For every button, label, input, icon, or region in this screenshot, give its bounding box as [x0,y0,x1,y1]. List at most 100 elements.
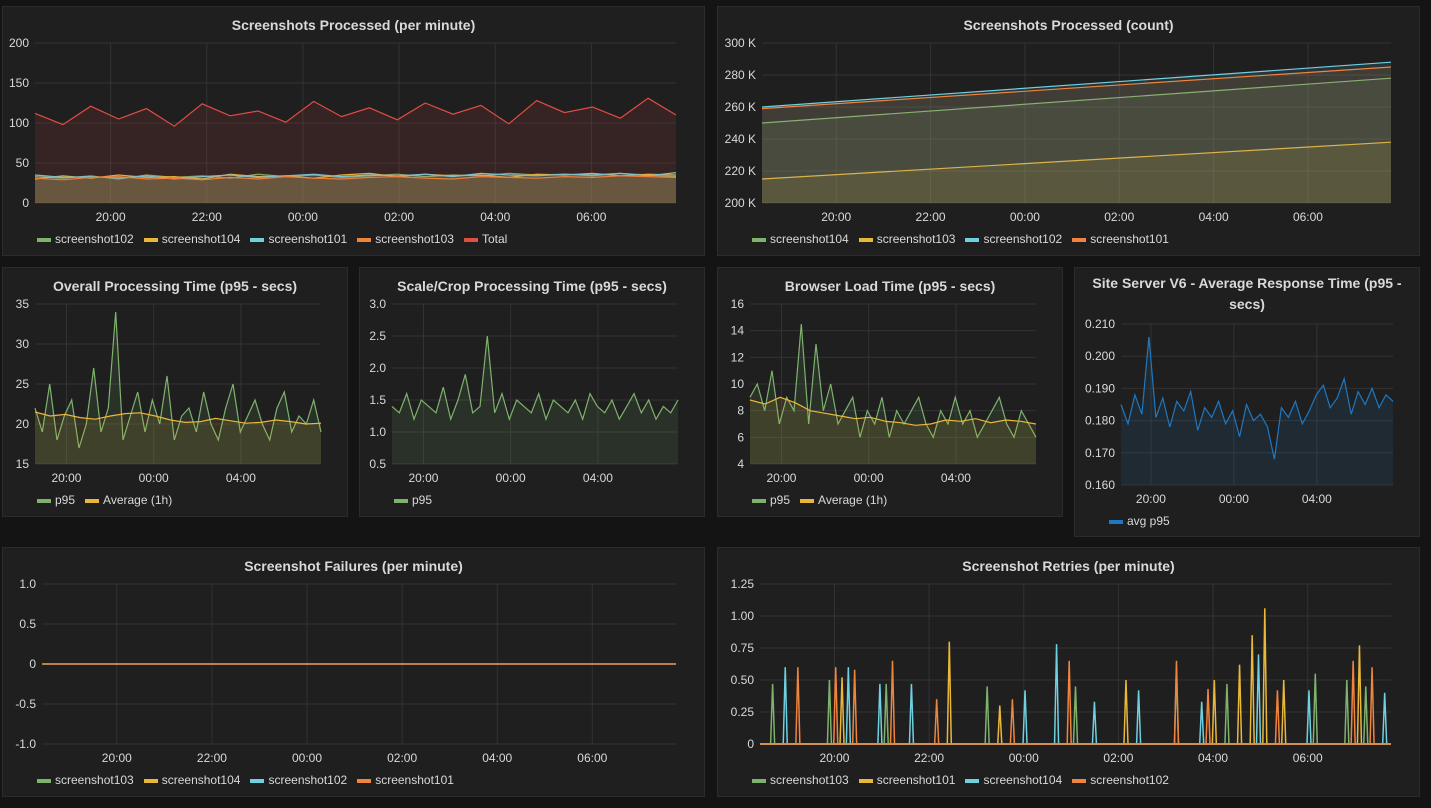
legend-item[interactable]: p95 [37,493,75,507]
legend-item[interactable]: Average (1h) [800,493,887,507]
y-tick-label: 300 K [725,36,756,50]
panel-title[interactable]: Overall Processing Time (p95 - secs) [52,278,298,294]
legend-item[interactable]: screenshot101 [858,773,955,787]
legend-swatch [858,778,873,783]
panel-processed-per-minute[interactable]: Screenshots Processed (per minute) 200 15… [2,6,705,256]
series-screenshot101-spike [839,677,845,745]
series-screenshot104-spike [1053,644,1060,745]
legend-item[interactable]: screenshot101 [250,232,347,246]
chart-legend: p95 [394,492,442,507]
series-screenshot103-spike [826,679,833,745]
series-screenshot101-spike [1262,608,1268,745]
x-tick-label: 22:00 [197,751,227,765]
legend-swatch [357,237,372,242]
panel-site-server-response-time[interactable]: Site Server V6 - Average Response Time (… [1074,267,1420,537]
series-screenshot104-spike [1306,690,1312,745]
legend-item[interactable]: screenshot103 [858,232,955,246]
legend-item[interactable]: screenshot101 [357,773,454,787]
x-tick-label: 02:00 [1104,210,1134,224]
y-tick-label: 0.200 [1085,349,1115,363]
series-screenshot101-spike [1249,635,1255,745]
legend-item[interactable]: screenshot102 [250,773,347,787]
panel-retries-per-minute[interactable]: Screenshot Retries (per minute) 1.25 1.00… [717,547,1420,797]
legend-item[interactable]: p95 [752,493,790,507]
y-tick-label: 14 [731,324,745,338]
panel-processed-count[interactable]: Screenshots Processed (count) 300 K 280 K… [717,6,1420,256]
y-tick-label: 10 [731,377,745,391]
chart-legend: avg p95 [1109,513,1180,528]
panel-title[interactable]: Screenshot Retries (per minute) [962,558,1175,574]
y-tick-label: 25 [16,377,30,391]
series-avg-p95-line [1120,336,1394,460]
chart-failures-per-minute: 1.0 0.5 0 -0.5 -1.0 20:00 22:00 00:00 02:00 04:00… [15,577,676,765]
legend-item[interactable]: screenshot104 [965,773,1062,787]
x-tick-label: 06:00 [1293,751,1323,765]
x-tick-label: 02:00 [387,751,417,765]
legend-item[interactable]: screenshot101 [1072,232,1169,246]
panel-title[interactable]: Site Server V6 - Average Response Time (… [1092,275,1402,312]
series-screenshot102-spike [1369,667,1375,745]
series-screenshot102-spike [795,667,801,745]
series-screenshot103-spike [1363,686,1369,745]
legend-item[interactable]: screenshot103 [752,773,849,787]
panel-failures-per-minute[interactable]: Screenshot Failures (per minute) 1.0 0.5 0… [2,547,705,797]
x-tick-label: 04:00 [1199,210,1229,224]
panel-title[interactable]: Browser Load Time (p95 - secs) [784,278,996,294]
legend-label: screenshot104 [983,772,1063,787]
y-tick-label: 220 K [725,164,756,178]
y-tick-label: 0.50 [731,673,755,687]
series-screenshot101-spike [1356,645,1363,745]
panel-overall-processing-time[interactable]: Overall Processing Time (p95 - secs) 35 3… [2,267,348,517]
y-tick-label: 0.5 [369,457,386,471]
x-tick-label: 02:00 [1103,751,1133,765]
y-tick-label: 15 [16,457,30,471]
series-average-1h--area [750,397,1036,464]
y-tick-label: 2.0 [369,361,386,375]
series-screenshot104-line [761,77,1392,124]
series-screenshot104-area [35,173,676,203]
legend-label: Total [481,231,508,246]
panel-browser-load-time[interactable]: Browser Load Time (p95 - secs) 16 14 12 10 8… [717,267,1063,517]
legend-swatch [858,237,873,242]
panel-title[interactable]: Screenshots Processed (count) [963,17,1174,33]
panel-title[interactable]: Scale/Crop Processing Time (p95 - secs) [397,278,667,294]
legend-item[interactable]: Total [463,231,508,246]
x-tick-label: 00:00 [292,751,322,765]
legend-item[interactable]: screenshot102 [965,232,1062,246]
series-screenshot102-area [762,62,1391,204]
x-tick-label: 00:00 [854,471,884,485]
legend-item[interactable]: screenshot102 [37,232,134,246]
series-screenshot103-spike [1344,679,1350,745]
series-screenshot104-spike [1091,701,1098,745]
series-screenshot101-area [762,67,1391,203]
y-tick-label: 0.75 [731,641,755,655]
chart-processed-per-minute: 200 150 100 50 0 20:00 22:00 00:00 02:00 04:00 06:… [9,36,677,224]
legend-item[interactable]: p95 [394,493,432,507]
legend-label: Average (1h) [103,492,173,507]
y-tick-label: 0 [29,657,36,671]
legend-label: screenshot101 [1090,231,1169,246]
x-tick-label: 04:00 [226,471,256,485]
x-tick-label: 06:00 [577,751,607,765]
chart-site-server-response-time: 0.210 0.200 0.190 0.180 0.170 0.160 20:00 00:00… [1085,317,1394,506]
legend-item[interactable]: screenshot104 [143,773,240,787]
legend-item[interactable]: Average (1h) [85,493,172,507]
y-tick-label: 200 K [725,196,756,210]
legend-swatch [250,237,265,242]
series-screenshot102-spike [1009,699,1016,745]
legend-item[interactable]: screenshot103 [357,232,454,246]
chart-browser-load-time: 16 14 12 10 8 6 4 20:00 00:00 04:00 [731,297,1037,485]
x-tick-label: 00:00 [496,471,526,485]
panel-scale-crop-time[interactable]: Scale/Crop Processing Time (p95 - secs) … [359,267,705,517]
chart-legend: screenshot103 screenshot104 screenshot102 s… [37,772,464,787]
legend-item[interactable]: avg p95 [1109,514,1170,528]
chart-legend: p95 Average (1h) [752,492,897,507]
legend-item[interactable]: screenshot104 [752,232,849,246]
panel-title[interactable]: Screenshots Processed (per minute) [231,17,476,33]
series-screenshot102-spike [832,667,839,745]
legend-item[interactable]: screenshot102 [1072,773,1169,787]
y-tick-label: 0.180 [1085,414,1115,428]
legend-item[interactable]: screenshot103 [37,773,134,787]
legend-item[interactable]: screenshot104 [143,232,240,246]
panel-title[interactable]: Screenshot Failures (per minute) [244,558,463,574]
